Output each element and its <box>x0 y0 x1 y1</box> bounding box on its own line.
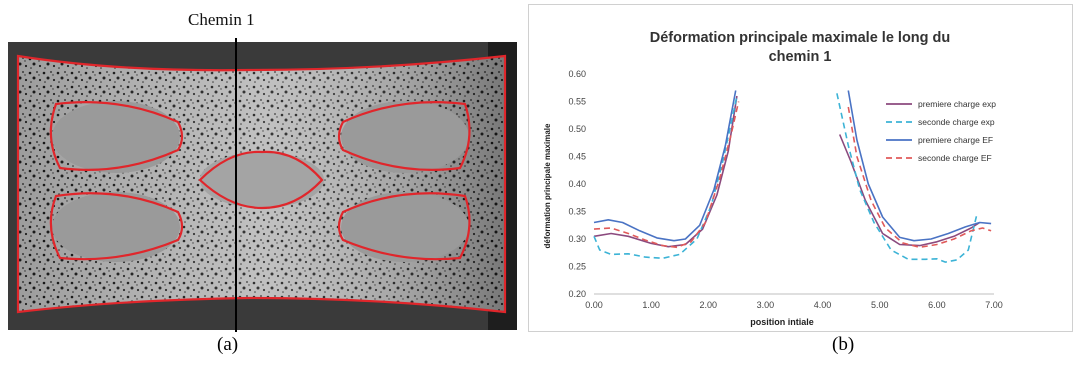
strain-chart: Déformation principale maximale le long … <box>528 4 1073 332</box>
y-tick-label: 0.20 <box>568 289 586 299</box>
x-tick-label: 4.00 <box>814 300 832 310</box>
y-tick-label: 0.45 <box>568 152 586 162</box>
series-lines <box>593 90 992 263</box>
legend-label: premiere charge EF <box>918 135 993 145</box>
legend-label: seconde charge exp <box>918 117 995 127</box>
series-line-2-segment-0 <box>593 90 737 242</box>
caption-a: (a) <box>217 334 239 355</box>
y-tick-label: 0.60 <box>568 69 586 79</box>
x-tick-label: 5.00 <box>871 300 889 310</box>
series-line-1-segment-0 <box>593 95 738 260</box>
series-line-2-segment-1 <box>847 90 992 242</box>
x-tick-label: 0.00 <box>585 300 603 310</box>
series-line-0-segment-0 <box>593 95 738 248</box>
legend-label: seconde charge EF <box>918 153 992 163</box>
legend: premiere charge exp seconde charge exp pre… <box>886 99 996 163</box>
y-tick-label: 0.40 <box>568 179 586 189</box>
chart-title-line2: chemin 1 <box>769 49 832 65</box>
specimen-figure <box>8 38 517 332</box>
path-label: Chemin 1 <box>188 10 255 29</box>
caption-b: (b) <box>832 334 855 355</box>
x-tick-label: 6.00 <box>928 300 946 310</box>
chart-frame <box>528 4 1073 332</box>
x-axis-label: position intiale <box>750 317 814 327</box>
x-tick-label: 1.00 <box>642 300 660 310</box>
legend-label: premiere charge exp <box>918 99 996 109</box>
x-tick-labels: 0.00 1.00 2.00 3.00 4.00 5.00 6.00 7.00 <box>585 300 1003 310</box>
y-tick-label: 0.50 <box>568 124 586 134</box>
y-tick-label: 0.25 <box>568 262 586 272</box>
series-line-1-segment-1 <box>836 93 978 263</box>
chart-panel: Déformation principale maximale le long … <box>528 4 1073 355</box>
y-tick-label: 0.55 <box>568 97 586 107</box>
chart-title-line1: Déformation principale maximale le long … <box>650 30 951 46</box>
x-tick-label: 7.00 <box>985 300 1003 310</box>
y-axis-label: déformation principale maximale <box>543 123 552 248</box>
y-tick-label: 0.35 <box>568 207 586 217</box>
series-line-3-segment-1 <box>847 106 992 249</box>
x-tick-label: 3.00 <box>757 300 775 310</box>
y-tick-label: 0.30 <box>568 234 586 244</box>
specimen-holes <box>52 101 469 262</box>
x-tick-label: 2.00 <box>700 300 718 310</box>
specimen-panel: Chemin 1 <box>0 0 525 362</box>
series-line-3-segment-0 <box>593 101 740 249</box>
y-tick-labels: 0.20 0.25 0.30 0.35 0.40 0.45 0.50 0.55 0.60 <box>568 69 586 299</box>
specimen-outline <box>16 54 507 314</box>
